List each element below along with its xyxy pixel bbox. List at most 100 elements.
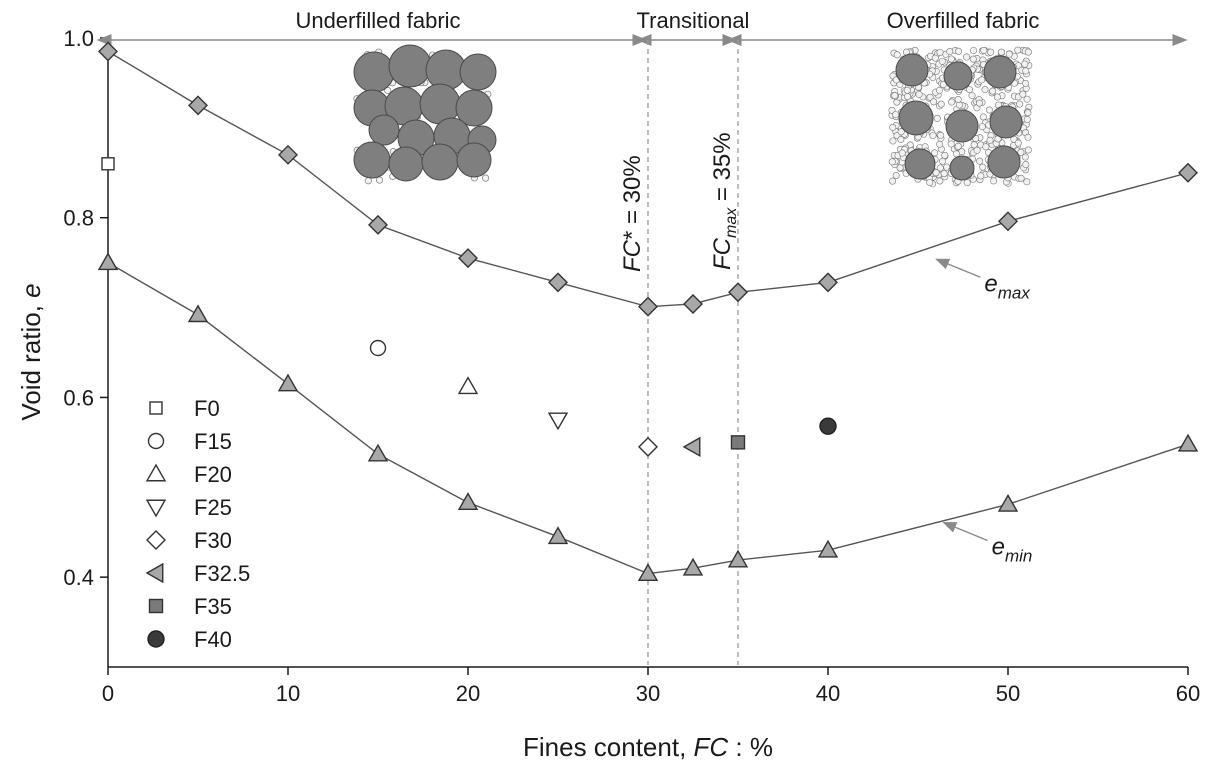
region-label: Transitional [637,8,750,33]
curve-point [682,557,704,576]
y-axis-title: Void ratio, e [16,283,46,420]
fine-grain [932,169,940,177]
fine-grain [1016,100,1024,108]
point-f35 [730,435,746,450]
point-f40 [819,417,837,435]
point-f32-5 [682,436,701,458]
legend-item: F32.5 [145,561,250,586]
coarse-grain [895,53,929,87]
specimen-points [101,157,837,458]
coarse-grain [989,105,1023,139]
fine-grain [1024,146,1032,154]
fine-grain [973,146,981,154]
fine-grain [897,136,905,144]
legend-label: F15 [194,429,232,454]
legend-label: F35 [194,594,232,619]
fine-grain [930,98,938,106]
coarse-grain [421,143,459,181]
vline-label-rest: = 35% [709,132,736,207]
fine-grain [893,51,901,59]
curve-point [683,293,703,314]
fine-grain [948,98,956,106]
fine-grain [1024,48,1032,56]
coarse-grain [388,146,424,182]
fine-grain [482,174,490,182]
curve-point [98,41,118,62]
fine-grain [888,158,896,166]
underfilled-fabric-illustration [353,44,497,185]
fine-grain [990,177,998,185]
fine-grain [889,137,897,145]
legend-item: F15 [147,429,232,454]
vline-label-italic: FC [709,237,736,270]
region-label: Underfilled fabric [295,8,460,33]
fine-grain [954,95,962,103]
curve-arrow [935,258,981,278]
curve-point [638,296,658,317]
x-tick-label: 0 [102,681,114,706]
fine-grain [963,53,971,61]
fine-grain [955,47,963,55]
y-axis-title-italic: e [16,283,46,297]
legend-label: F20 [194,462,232,487]
fine-grain [968,92,976,100]
fine-grain [1017,174,1025,182]
fine-grain [889,177,897,185]
curve-point [727,549,749,568]
coarse-grain [945,109,979,143]
fine-grain [1021,60,1029,68]
fine-grain [986,136,994,144]
curve-line [107,262,1189,575]
fine-grain [947,140,955,148]
fine-grain [926,178,934,186]
curve-label: emin [992,534,1033,566]
fine-grain [1022,161,1030,169]
fine-grain [978,76,986,84]
coarse-grain [353,51,395,93]
coarse-grain [983,55,1017,89]
fine-grain [946,48,954,56]
fine-grain [931,54,939,62]
curve-label-base: e [992,534,1005,561]
fine-grain [1017,148,1025,156]
fine-grain [970,46,978,54]
legend-item: F35 [148,594,232,619]
legend-label: F40 [194,627,232,652]
fine-grain [940,170,948,178]
point-f0 [101,157,115,171]
legend-item: F20 [145,462,232,487]
curve-point [187,304,209,323]
fine-grain [947,55,955,63]
fine-grain [1014,46,1022,54]
point-f20 [457,376,479,395]
vline-label-italic: FC [619,239,646,272]
x-tick-label: 10 [276,681,300,706]
curve-point [997,493,1019,512]
fine-grain [941,151,949,159]
legend-marker [145,562,164,584]
fabric-insets [353,44,1033,188]
fine-grain [935,86,943,94]
fine-grain [981,86,989,94]
fine-grain [936,48,944,56]
fine-grain [897,128,905,136]
legend-label: F25 [194,495,232,520]
curve-point [547,526,569,545]
coarse-grain [456,142,492,178]
curve-point [998,211,1018,232]
fine-grain [993,93,1001,101]
curve-point [368,214,388,235]
fine-grain [1014,139,1022,147]
curve-point [548,272,568,293]
curve-point [637,563,659,581]
y-ticks: 0.4 0.6 0.8 1.0 [63,26,108,590]
fine-grain [931,149,939,157]
x-axis-title-tail: : % [728,732,773,762]
coarse-grain [904,148,936,180]
fine-grain [892,172,900,180]
coarse-grain [455,89,493,127]
fine-grain [975,99,983,107]
vline-label: FCmax = 35% [709,132,740,270]
fine-grain [889,123,897,131]
